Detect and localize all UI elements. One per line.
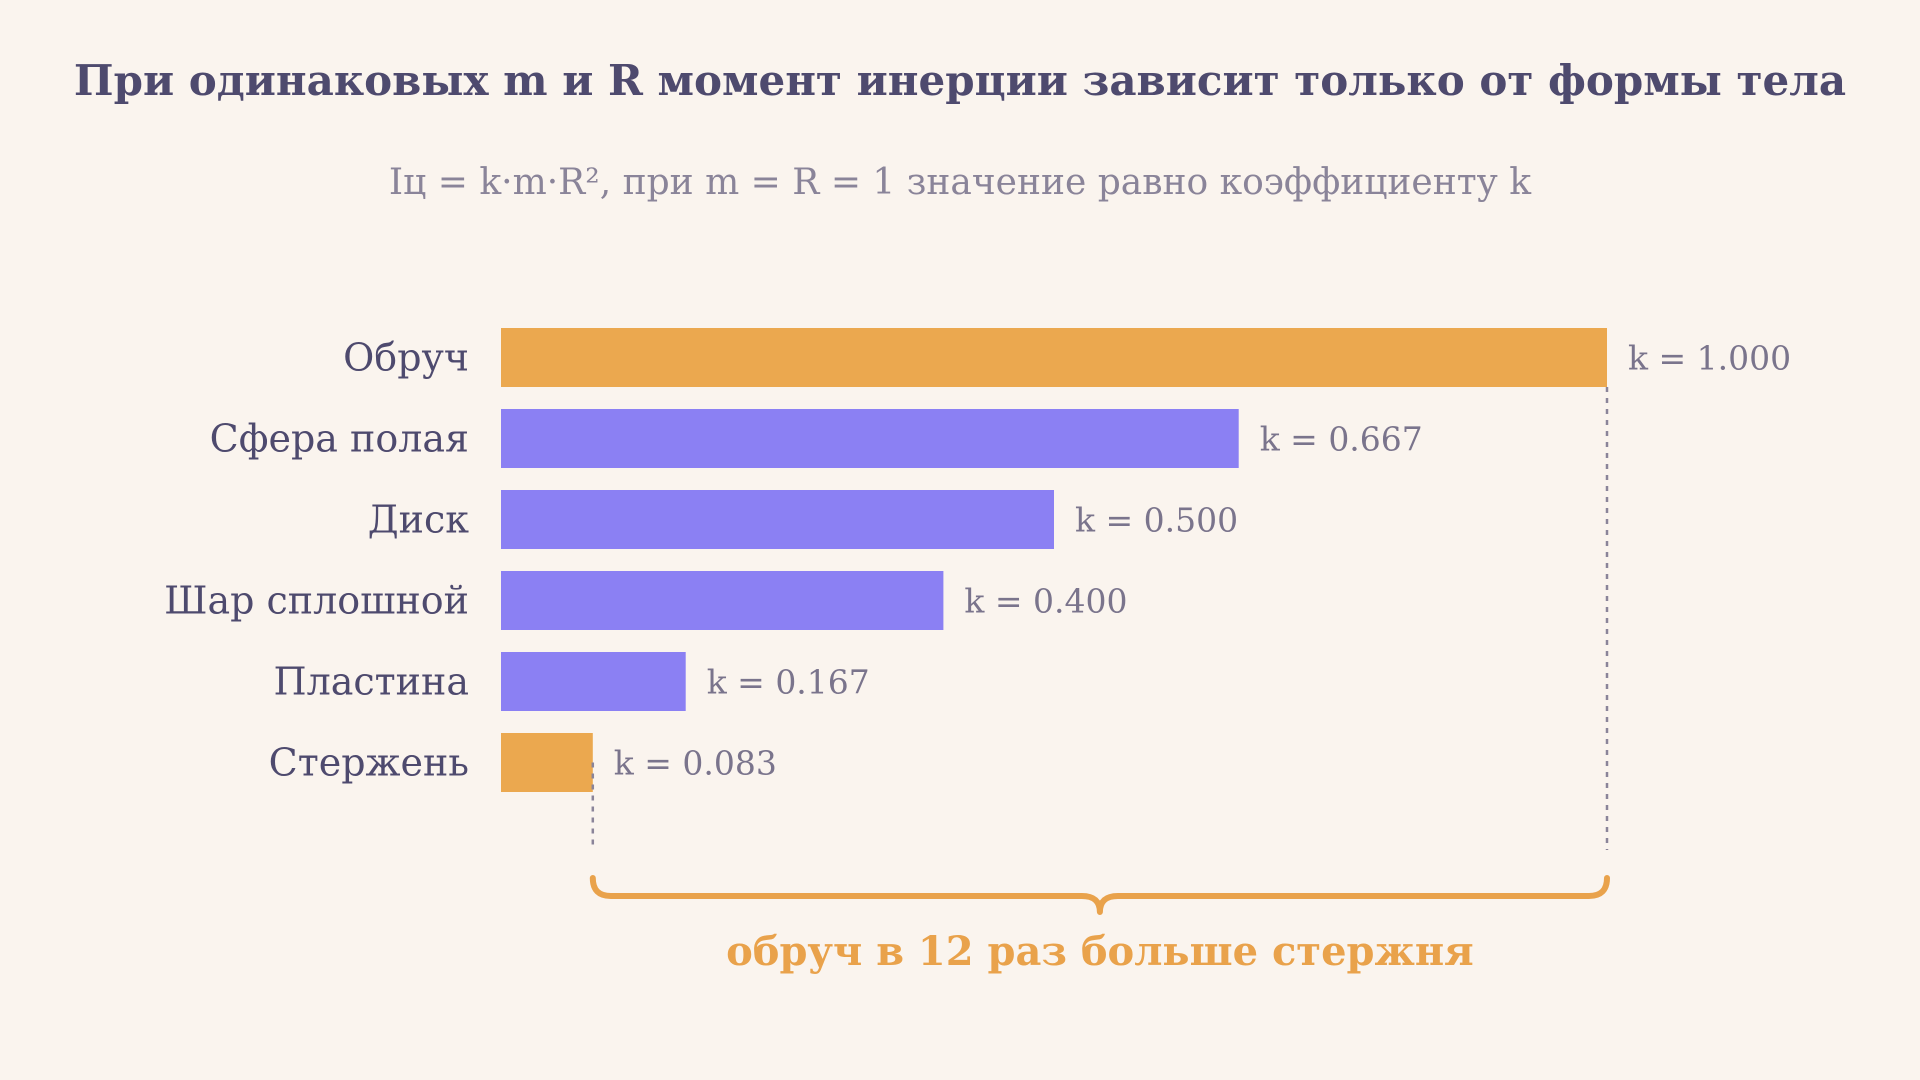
comparison-brace — [589, 875, 1610, 915]
value-label-3: k = 0.400 — [964, 582, 1127, 621]
category-label-0: Обруч — [343, 336, 469, 380]
category-label-1: Сфера полая — [210, 417, 469, 461]
chart-title: При одинаковых m и R момент инерции зави… — [73, 56, 1847, 105]
value-label-5: k = 0.083 — [614, 744, 777, 783]
value-label-0: k = 1.000 — [1628, 339, 1791, 378]
value-label-4: k = 0.167 — [707, 663, 870, 702]
category-label-4: Пластина — [273, 660, 469, 704]
bar-1 — [501, 409, 1239, 468]
category-label-5: Стержень — [269, 741, 469, 785]
chart-subtitle: Iц = k·m·R², при m = R = 1 значение равн… — [388, 162, 1532, 203]
bar-4 — [501, 652, 686, 711]
category-label-2: Диск — [368, 498, 470, 542]
comparison-annotation: обруч в 12 раз больше стержня — [726, 928, 1474, 975]
bar-0 — [501, 328, 1607, 387]
bar-2 — [501, 490, 1054, 549]
value-label-1: k = 0.667 — [1260, 420, 1423, 459]
bar-3 — [501, 571, 944, 630]
bar-5 — [501, 733, 593, 792]
value-label-2: k = 0.500 — [1075, 501, 1238, 540]
category-label-3: Шар сплошной — [164, 579, 469, 623]
bars-group: Обруч k = 1.000 Сфера полая k = 0.667 Диск k … — [164, 328, 1791, 792]
guides-group — [591, 387, 1609, 850]
